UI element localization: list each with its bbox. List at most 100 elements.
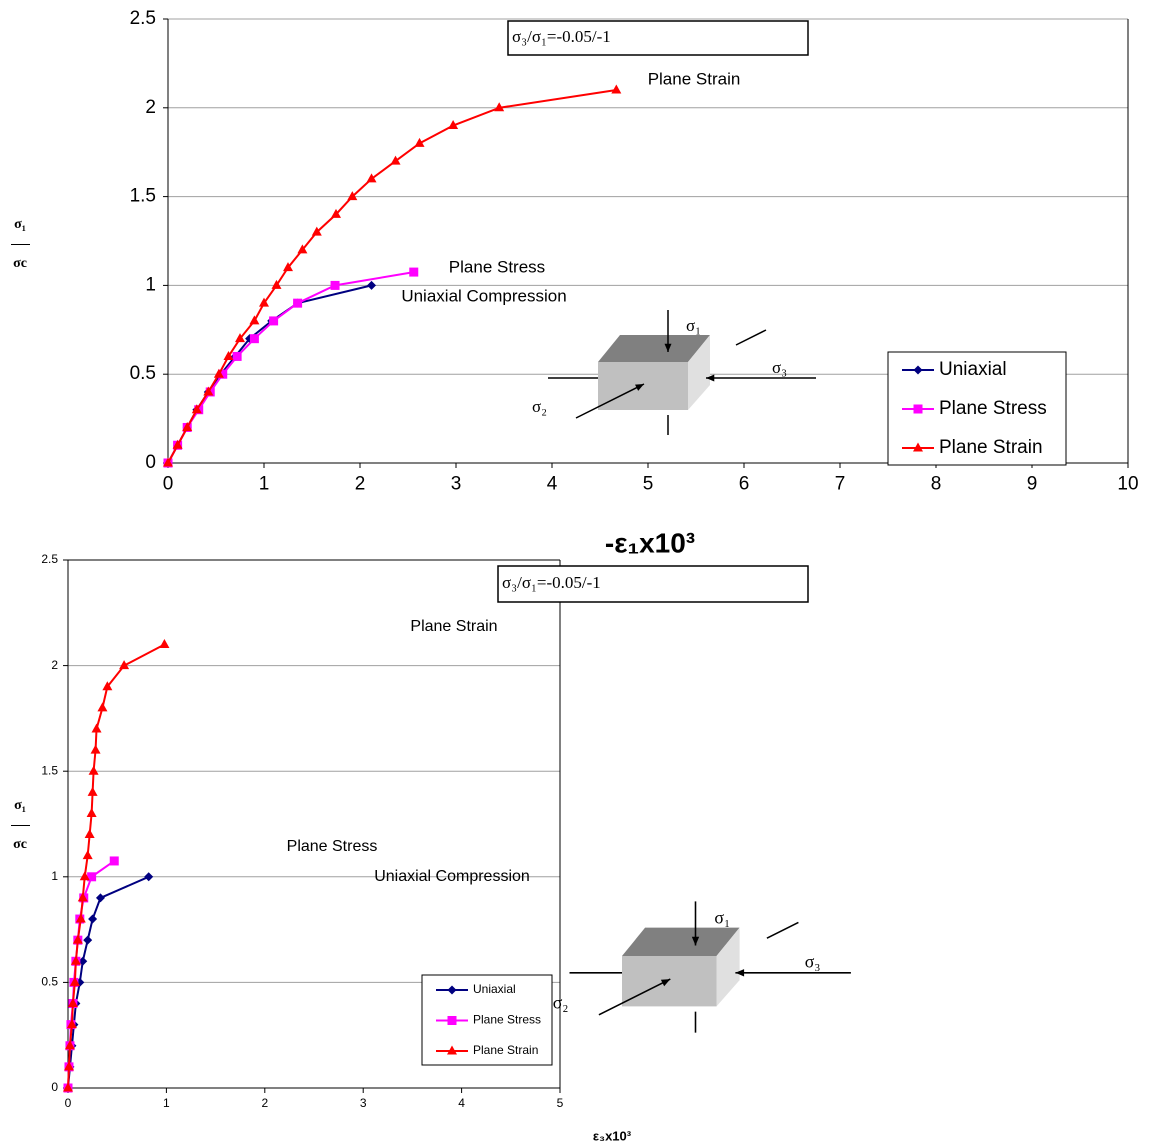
diagram-line xyxy=(766,921,799,939)
triangle-marker xyxy=(90,744,101,754)
triangle-marker xyxy=(70,955,81,965)
y-axis-label: σ₁ xyxy=(14,798,26,813)
triangle-marker xyxy=(75,913,86,923)
diagram-line xyxy=(735,329,767,346)
triangle-marker xyxy=(63,1061,74,1071)
arrow-head xyxy=(635,384,644,391)
triangle-marker xyxy=(611,84,622,94)
diagram-label: σ₃ xyxy=(805,951,821,971)
triangle-marker xyxy=(182,421,193,431)
square-marker xyxy=(913,404,923,414)
triangle-marker xyxy=(97,702,108,712)
legend-label: Plane Strain xyxy=(473,1043,538,1057)
diagram-label: σ₃ xyxy=(772,358,787,377)
y-tick-label: 2 xyxy=(145,97,156,118)
triangle-marker xyxy=(72,934,83,944)
y-tick-label: 0.5 xyxy=(130,363,156,384)
y-tick-label: 2.5 xyxy=(130,8,156,29)
diamond-marker xyxy=(447,985,457,995)
legend-label: Plane Stress xyxy=(939,398,1047,419)
triangle-marker xyxy=(297,244,308,254)
annotation-box xyxy=(497,565,809,603)
curve-label: Uniaxial Compression xyxy=(374,868,530,885)
cube-front xyxy=(622,956,717,1007)
x-tick-label: 1 xyxy=(163,1096,170,1110)
x-tick-label: 4 xyxy=(547,474,558,495)
diamond-marker xyxy=(913,365,923,375)
triangle-marker xyxy=(159,638,170,648)
diamond-marker xyxy=(367,280,377,290)
stress-diagram: σ₁ σ₂ σ₃ xyxy=(553,901,851,1033)
x-tick-label: 8 xyxy=(931,474,942,495)
triangle-marker xyxy=(235,333,245,343)
triangle-marker xyxy=(331,208,341,218)
triangle-marker xyxy=(77,892,88,902)
diamond-marker xyxy=(144,872,154,882)
cube-front xyxy=(598,362,688,410)
stress-diagram: σ₁ σ₂ σ₃ xyxy=(532,310,816,435)
annotation-box xyxy=(507,20,809,56)
triangle-marker xyxy=(91,723,102,733)
square-marker xyxy=(87,872,97,882)
series-line xyxy=(167,89,617,464)
triangle-marker xyxy=(82,850,93,860)
square-marker xyxy=(232,351,242,361)
cube-side xyxy=(688,335,710,410)
diamond-marker xyxy=(83,935,93,945)
x-axis-label: ε₃x10³ xyxy=(593,1128,632,1143)
triangle-marker xyxy=(259,297,269,307)
triangle-marker xyxy=(191,404,202,414)
diamond-marker xyxy=(88,914,98,924)
triangle-marker xyxy=(223,350,234,360)
triangle-marker xyxy=(86,807,97,817)
triangle-marker xyxy=(347,191,358,201)
y-tick-label: 1 xyxy=(51,869,58,883)
y-tick-label: 1.5 xyxy=(130,186,156,207)
diagram-line xyxy=(598,978,671,1016)
arrow-head xyxy=(735,969,745,977)
triangle-marker xyxy=(66,1019,77,1029)
triangle-marker xyxy=(63,1082,73,1092)
x-axis-label: -ε₁x10³ xyxy=(605,527,695,558)
triangle-marker xyxy=(213,368,224,378)
square-marker xyxy=(409,267,419,277)
triangle-marker xyxy=(271,279,282,289)
x-tick-label: 0 xyxy=(163,474,174,495)
curve-label: Plane Stress xyxy=(287,838,378,855)
diagram-label: σ₂ xyxy=(553,992,569,1012)
square-marker xyxy=(109,856,119,866)
y-tick-label: 2.5 xyxy=(41,552,58,566)
curve-label: Plane Stress xyxy=(449,257,545,276)
cube-top xyxy=(598,335,710,362)
diamond-marker xyxy=(95,893,105,903)
arrow-head xyxy=(706,374,715,382)
triangle-marker xyxy=(283,262,293,272)
square-marker xyxy=(447,1016,457,1025)
legend-label: Plane Strain xyxy=(939,437,1043,458)
triangle-marker xyxy=(163,457,173,467)
triangle-marker xyxy=(87,786,98,796)
diamond-marker xyxy=(78,956,88,966)
triangle-marker xyxy=(366,173,377,183)
triangle-marker xyxy=(913,442,923,452)
triangle-marker xyxy=(64,1040,75,1050)
diagram-label: σ₁ xyxy=(686,316,701,335)
square-marker xyxy=(249,334,259,344)
y-tick-label: 0 xyxy=(145,452,156,473)
series-line xyxy=(167,271,414,464)
arrow-head xyxy=(664,343,672,352)
y-tick-label: 0.5 xyxy=(41,975,58,989)
y-tick-label: 0 xyxy=(51,1080,58,1094)
y-tick-label: 2 xyxy=(51,658,58,672)
triangle-marker xyxy=(311,226,322,236)
y-axis-label: σc xyxy=(13,256,27,271)
legend-label: Plane Stress xyxy=(473,1013,541,1027)
x-tick-label: 1 xyxy=(259,474,270,495)
diagram-label: σ₁ xyxy=(714,907,730,927)
square-marker xyxy=(293,298,303,308)
triangle-marker xyxy=(494,102,505,112)
triangle-marker xyxy=(203,386,214,396)
x-tick-label: 9 xyxy=(1027,474,1038,495)
x-tick-label: 3 xyxy=(451,474,462,495)
triangle-marker xyxy=(88,765,99,775)
